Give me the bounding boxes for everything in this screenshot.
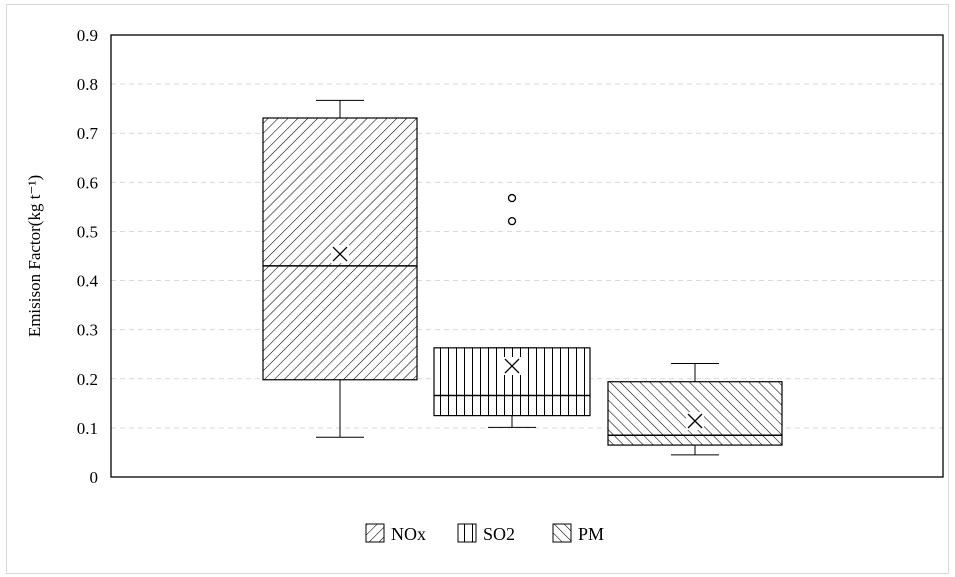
mean-marker	[331, 245, 349, 264]
y-tick-label: 0.5	[77, 222, 98, 241]
grid-lines	[111, 83, 943, 429]
chart-frame	[6, 4, 949, 574]
y-tick-label: 0.9	[77, 26, 98, 45]
legend-item-so2: SO2	[457, 523, 515, 544]
y-axis-label: Emisison Factor(kg t⁻¹)	[25, 175, 44, 337]
legend-swatch	[552, 523, 572, 543]
box-pm	[607, 363, 783, 456]
box-nox	[262, 99, 418, 438]
box-so2	[433, 193, 591, 428]
outlier-point	[507, 193, 517, 203]
y-tick-label: 0.6	[77, 173, 98, 192]
legend-item-nox: NOx	[365, 523, 426, 544]
box-series	[262, 99, 783, 456]
legend-label: PM	[578, 524, 604, 544]
legend-label: SO2	[483, 524, 515, 544]
y-tick-label: 0	[90, 468, 99, 487]
y-axis-ticks: 0 0.1 0.2 0.3 0.4 0.5 0.6 0.7 0.8 0.9	[77, 26, 99, 487]
y-tick-label: 0.4	[77, 272, 99, 291]
mean-marker	[686, 412, 704, 431]
plot-area	[110, 34, 944, 478]
y-tick-label: 0.7	[77, 124, 99, 143]
legend: NOx SO2 PM	[365, 523, 604, 544]
mean-marker	[503, 357, 521, 376]
legend-item-pm: PM	[552, 523, 604, 544]
y-tick-label: 0.1	[77, 419, 98, 438]
legend-swatch	[457, 523, 477, 543]
y-tick-label: 0.8	[77, 75, 98, 94]
outlier-point	[507, 216, 517, 226]
legend-swatch	[365, 523, 385, 543]
y-tick-label: 0.2	[77, 370, 98, 389]
legend-label: NOx	[391, 524, 426, 544]
y-tick-label: 0.3	[77, 321, 98, 340]
